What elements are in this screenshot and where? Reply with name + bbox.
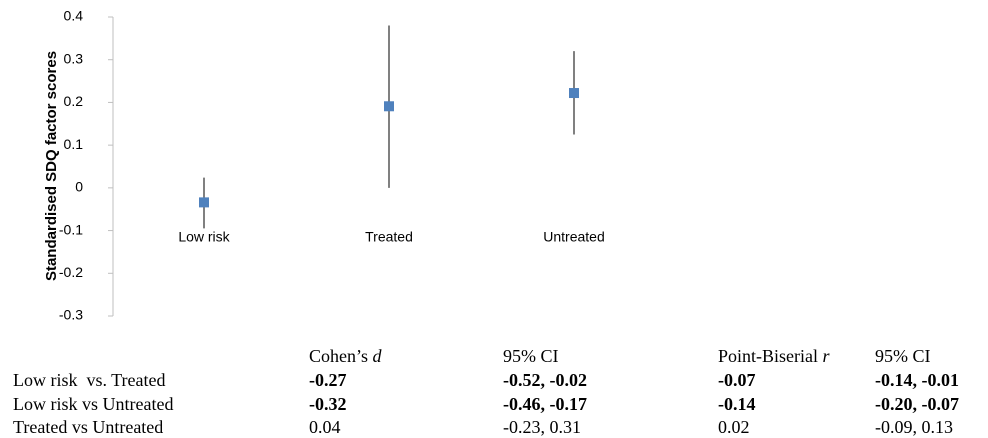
y-axis-label: Standardised SDQ factor scores xyxy=(43,51,60,281)
sdq-chart: 0.4 0.3 0.2 0.1 0 -0.1 -0.2 -0.3 Standardised S… xyxy=(43,8,605,323)
y-tick-label: 0 xyxy=(75,179,83,195)
r-value: 0.02 xyxy=(718,417,750,437)
y-axis-ticks: 0.4 0.3 0.2 0.1 0 -0.1 -0.2 -0.3 xyxy=(59,8,113,323)
row-label: Low risk vs Untreated xyxy=(13,394,174,414)
data-point-marker xyxy=(384,101,394,112)
category-label: Untreated xyxy=(543,229,604,245)
row-label: Low risk vs. Treated xyxy=(13,370,166,390)
ci-d-value: -0.23, 0.31 xyxy=(503,417,581,437)
header-ci-r: 95% CI xyxy=(875,346,931,366)
data-point-marker xyxy=(199,197,209,208)
header-cohens-d: Cohen’s d xyxy=(309,346,382,366)
y-tick-label: 0.3 xyxy=(64,50,84,66)
ci-r-value: -0.20, -0.07 xyxy=(875,394,959,414)
cohens-d-value: -0.27 xyxy=(309,370,347,390)
ci-r-value: -0.14, -0.01 xyxy=(875,370,959,390)
effect-size-table: Cohen’s d 95% CI Point-Biserial r 95% CI… xyxy=(0,340,988,438)
header-point-biserial: Point-Biserial r xyxy=(718,346,830,366)
y-tick-label: -0.2 xyxy=(59,264,83,280)
ci-d-value: -0.46, -0.17 xyxy=(503,394,587,414)
cohens-d-value: 0.04 xyxy=(309,417,341,437)
ci-d-value: -0.52, -0.02 xyxy=(503,370,587,390)
y-tick-label: 0.2 xyxy=(64,93,84,109)
ci-r-value: -0.09, 0.13 xyxy=(875,417,953,437)
y-tick-label: 0.1 xyxy=(64,136,84,152)
y-tick-label: -0.3 xyxy=(59,307,83,323)
cohens-d-value: -0.32 xyxy=(309,394,347,414)
r-value: -0.07 xyxy=(718,370,756,390)
y-tick-label: 0.4 xyxy=(64,8,84,24)
y-tick-label: -0.1 xyxy=(59,221,83,237)
data-markers xyxy=(199,88,579,208)
category-label: Low risk xyxy=(178,229,230,245)
row-label: Treated vs Untreated xyxy=(13,417,164,437)
category-label: Treated xyxy=(365,229,413,245)
category-labels: Low risk Treated Untreated xyxy=(178,229,604,245)
data-point-marker xyxy=(569,88,579,99)
header-ci-d: 95% CI xyxy=(503,346,559,366)
error-bars xyxy=(203,25,575,229)
r-value: -0.14 xyxy=(718,394,756,414)
